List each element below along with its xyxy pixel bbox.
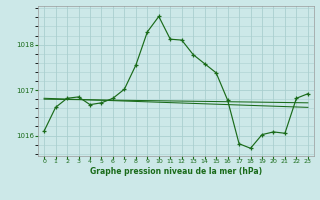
X-axis label: Graphe pression niveau de la mer (hPa): Graphe pression niveau de la mer (hPa) — [90, 167, 262, 176]
